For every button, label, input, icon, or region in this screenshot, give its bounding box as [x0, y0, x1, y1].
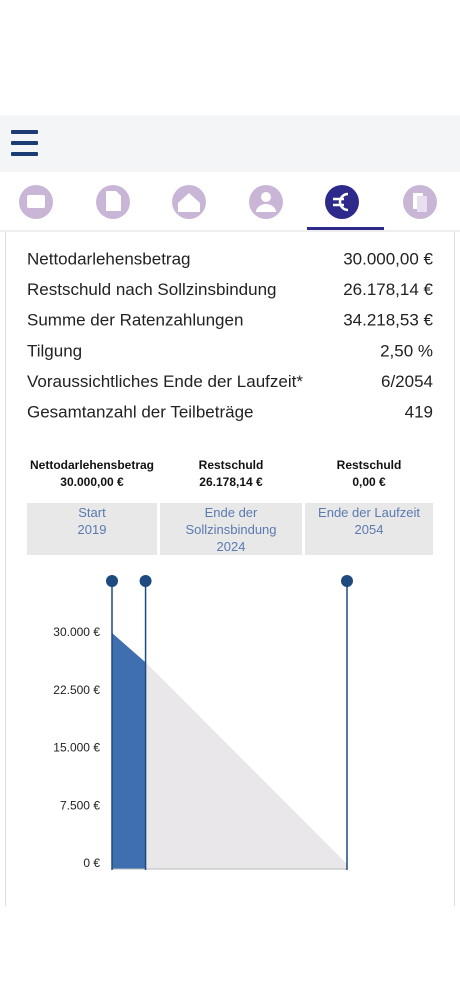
point-amount: 26.178,14 €	[199, 475, 263, 489]
y-tick-label: 22.500 €	[53, 683, 100, 697]
summary-label: Summe der Ratenzahlungen	[27, 311, 243, 330]
phase-year: 2024	[216, 539, 246, 554]
y-tick-label: 7.500 €	[60, 798, 100, 812]
y-tick-label: 30.000 €	[53, 625, 100, 639]
summary-label: Voraussichtliches Ende der Laufzeit*	[27, 372, 303, 391]
phase-box: Ende der Laufzeit 2054	[305, 503, 433, 555]
summary-value: 6/2054	[381, 372, 433, 391]
tab-indicator	[307, 227, 384, 230]
y-tick-label: 15.000 €	[53, 741, 100, 755]
phase-marker	[106, 575, 118, 587]
area-segment	[145, 662, 347, 869]
summary-value: 34.218,53 €	[343, 311, 433, 330]
phase-name: Ende der Sollzinsbindung	[185, 505, 277, 537]
phase-year: 2054	[354, 522, 384, 537]
point-name: Restschuld	[199, 458, 264, 472]
phase-marker	[139, 575, 152, 587]
point-name: Nettodarlehensbetrag	[30, 458, 154, 472]
summary-label: Tilgung	[27, 341, 82, 360]
summary-value: 419	[405, 402, 433, 421]
phase-box: Start 2019	[27, 503, 157, 555]
y-tick-label: 0 €	[83, 856, 100, 870]
point-name: Restschuld	[337, 458, 402, 472]
phase-marker	[341, 575, 353, 587]
top-bar	[0, 115, 460, 172]
phase-box: Ende der Sollzinsbindung 2024	[160, 503, 302, 555]
point-amount: 0,00 €	[352, 475, 386, 489]
phase-year: 2019	[77, 522, 107, 537]
summary-value: 26.178,14 €	[343, 280, 433, 299]
summary-label: Nettodarlehensbetrag	[27, 249, 191, 268]
summary-value: 30.000,00 €	[343, 249, 433, 268]
tab-icons[interactable]	[19, 185, 437, 219]
menu-button[interactable]	[11, 130, 38, 156]
summary-label: Restschuld nach Sollzinsbindung	[27, 280, 277, 299]
summary-label: Gesamtanzahl der Teilbeträge	[27, 402, 254, 421]
tab-icon-active[interactable]	[325, 185, 359, 219]
phase-name: Ende der Laufzeit	[318, 505, 420, 520]
area-segment	[112, 632, 146, 869]
phase-name: Start	[78, 505, 106, 520]
summary-value: 2,50 %	[380, 341, 433, 360]
point-amount: 30.000,00 €	[60, 475, 124, 489]
